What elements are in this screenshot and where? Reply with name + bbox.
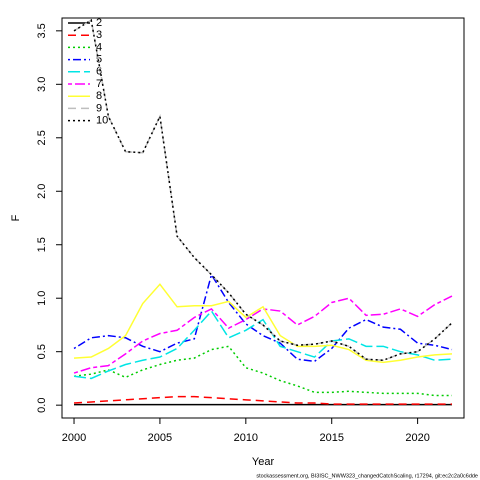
series-line [73,283,453,364]
series-line [73,309,453,380]
legend-label: 4 [96,41,102,53]
x-tick-label: 2010 [234,432,258,444]
legend-label: 7 [96,78,102,90]
legend-label: 2 [96,17,102,29]
legend-label: 6 [96,66,102,78]
y-tick-label: 2.5 [36,130,48,145]
y-axis-label: F [10,214,22,221]
x-tick-label: 2005 [148,432,172,444]
series-line [73,18,453,362]
series-line [73,395,452,405]
series-line [73,272,453,363]
y-tick-label: 1.0 [36,291,48,306]
x-tick-label: 2020 [405,432,429,444]
legend-label: 8 [96,90,102,102]
y-tick-label: 1.5 [36,237,48,252]
series-line [73,295,453,374]
series-line [73,18,453,362]
y-tick-label: 3.0 [36,77,48,92]
legend-label: 5 [96,54,102,66]
x-tick-label: 2015 [319,432,343,444]
y-tick-label: 0.5 [36,344,48,359]
y-tick-label: 3.5 [36,23,48,38]
x-tick-label: 2000 [62,432,86,444]
y-tick-label: 2.0 [36,184,48,199]
footer: stockassessment.org, BI3ISC_NWW323_chang… [256,473,478,479]
series-line [73,345,452,397]
x-axis-label: Year [252,456,275,468]
plot-frame [61,17,465,419]
legend-label: 3 [96,29,102,41]
legend-label: 9 [96,102,102,114]
legend-label: 10 [96,115,108,127]
y-tick-label: 0.0 [36,398,48,413]
